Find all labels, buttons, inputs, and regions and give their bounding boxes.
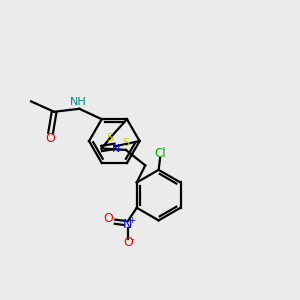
Text: O: O [103,212,113,225]
Text: O: O [29,95,30,96]
Text: +: + [128,216,135,225]
Text: NH: NH [70,97,86,107]
Text: O: O [123,236,133,249]
Text: N: N [112,144,121,154]
Text: S: S [106,133,114,143]
Text: O: O [46,132,56,145]
Text: -: - [130,234,134,244]
Text: S: S [122,138,130,148]
Text: N: N [123,218,133,231]
Text: O: O [27,94,28,95]
Text: Cl: Cl [154,147,166,160]
